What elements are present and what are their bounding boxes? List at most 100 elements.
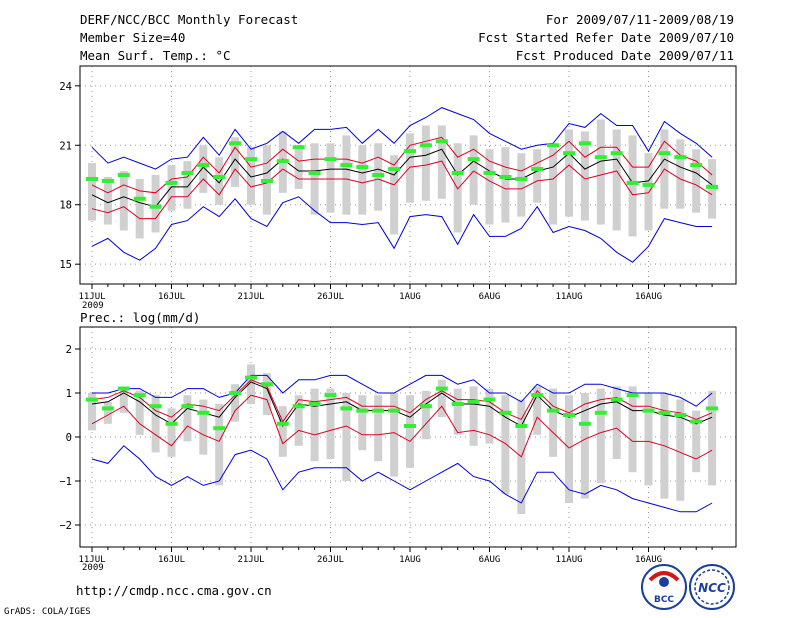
obs-marker bbox=[404, 424, 416, 428]
ens-mean-line bbox=[91, 381, 713, 428]
x-tick-label: 26JUL bbox=[317, 555, 344, 565]
obs-marker bbox=[515, 176, 528, 181]
y-tick-label: 1 bbox=[66, 388, 72, 400]
spread-box bbox=[517, 153, 526, 217]
obs-marker bbox=[101, 406, 114, 411]
precip-label: Prec.: log(mm/d) bbox=[80, 310, 200, 325]
spread-box bbox=[247, 147, 255, 205]
spread-box bbox=[247, 364, 255, 404]
precipitation-spread-boxes bbox=[88, 364, 717, 514]
obs-marker bbox=[133, 393, 146, 398]
obs-marker bbox=[133, 196, 146, 201]
y-tick-label: 21 bbox=[59, 140, 72, 152]
x-tick-label: 16JUL bbox=[158, 555, 185, 565]
spread-box bbox=[88, 163, 96, 221]
spread-box bbox=[596, 388, 605, 484]
x-tick-label: 6AUG bbox=[479, 292, 501, 302]
obs-marker bbox=[706, 184, 719, 189]
obs-marker bbox=[435, 139, 448, 144]
obs-marker bbox=[165, 421, 178, 426]
obs-marker bbox=[499, 410, 512, 415]
obs-marker bbox=[245, 157, 257, 162]
obs-marker bbox=[149, 204, 162, 209]
spread-upper-line bbox=[91, 136, 713, 194]
spread-box bbox=[437, 125, 446, 199]
source-url[interactable]: http://cmdp.ncc.cma.gov.cn bbox=[76, 583, 272, 598]
obs-marker bbox=[308, 171, 321, 176]
temperature-axis: 15 18 21 24 11JUL 16JUL 21JUL 26JUL 1AUG 6AUG 11AU… bbox=[59, 81, 713, 302]
obs-marker bbox=[181, 171, 194, 176]
bcc-logo-icon: BCC bbox=[641, 564, 687, 610]
spread-box bbox=[135, 390, 144, 435]
obs-marker bbox=[467, 157, 480, 162]
x-tick-label: 21JUL bbox=[237, 555, 264, 565]
x-tick-label: 26JUL bbox=[317, 292, 344, 302]
ens-mean-line bbox=[91, 148, 713, 208]
spread-box bbox=[119, 171, 128, 231]
max-line bbox=[91, 107, 713, 170]
ncc-logo-text: NCC bbox=[698, 581, 726, 595]
spread-box bbox=[453, 388, 462, 435]
spread-box bbox=[199, 145, 208, 193]
spread-box bbox=[580, 131, 589, 221]
obs-marker bbox=[531, 167, 544, 172]
spread-box bbox=[119, 386, 128, 413]
obs-marker bbox=[451, 402, 464, 406]
temperature-panel: 15 18 21 24 11JUL 16JUL 21JUL 26JUL 1AUG 6AUG 11AU… bbox=[59, 65, 737, 302]
obs-marker bbox=[308, 402, 321, 406]
spread-box bbox=[612, 129, 621, 231]
spread-box bbox=[167, 408, 176, 457]
member-size: Member Size=40 bbox=[80, 30, 185, 45]
temperature-spread-boxes bbox=[88, 119, 717, 239]
x-tick-label: 16AUG bbox=[635, 555, 662, 565]
obs-marker bbox=[213, 174, 226, 179]
figure-title: DERF/NCC/BCC Monthly Forecast bbox=[80, 12, 298, 27]
y-tick-label: 18 bbox=[59, 200, 72, 212]
obs-marker bbox=[197, 163, 210, 168]
obs-marker bbox=[499, 174, 512, 179]
spread-box bbox=[183, 395, 192, 442]
obs-marker bbox=[626, 180, 639, 185]
obs-marker bbox=[626, 393, 639, 398]
obs-marker bbox=[706, 406, 719, 411]
spread-box bbox=[644, 153, 653, 231]
obs-marker bbox=[547, 408, 560, 413]
y-tick-label: 24 bbox=[59, 81, 72, 93]
obs-marker bbox=[260, 178, 273, 183]
precipitation-panel: −2 −1 0 1 2 11JUL 16JUL 21JUL 26JUL 1AUG 6AUG 11AUG… bbox=[59, 326, 737, 565]
min-line bbox=[91, 445, 713, 513]
y-tick-label: −2 bbox=[59, 520, 72, 532]
spread-box bbox=[390, 155, 399, 235]
spread-box bbox=[215, 404, 224, 486]
spread-box bbox=[231, 137, 240, 187]
y-tick-label: −1 bbox=[59, 476, 72, 488]
spread-box bbox=[278, 406, 287, 457]
spread-box bbox=[167, 165, 176, 211]
obs-marker bbox=[467, 399, 480, 404]
spread-box bbox=[469, 386, 478, 446]
obs-marker bbox=[563, 413, 575, 417]
obs-marker bbox=[149, 404, 162, 409]
obs-marker bbox=[674, 155, 687, 160]
spread-box bbox=[565, 129, 573, 217]
obs-marker bbox=[372, 408, 385, 413]
spread-box bbox=[103, 176, 112, 225]
spread-box bbox=[596, 119, 605, 225]
spread-box bbox=[88, 393, 96, 431]
obs-marker bbox=[658, 410, 671, 415]
obs-marker bbox=[404, 149, 416, 154]
spread-upper-line bbox=[91, 379, 713, 423]
obs-marker bbox=[101, 178, 114, 183]
spread-lower-line bbox=[91, 160, 713, 220]
obs-marker bbox=[260, 382, 273, 387]
precipitation-obs-markers bbox=[86, 375, 719, 431]
spread-box bbox=[151, 395, 160, 453]
obs-marker bbox=[356, 408, 369, 413]
obs-marker bbox=[229, 391, 242, 395]
y-tick-label: 2 bbox=[66, 344, 72, 356]
obs-marker bbox=[547, 143, 560, 148]
obs-marker bbox=[372, 173, 385, 177]
obs-marker bbox=[181, 404, 194, 409]
obs-marker bbox=[642, 182, 655, 187]
